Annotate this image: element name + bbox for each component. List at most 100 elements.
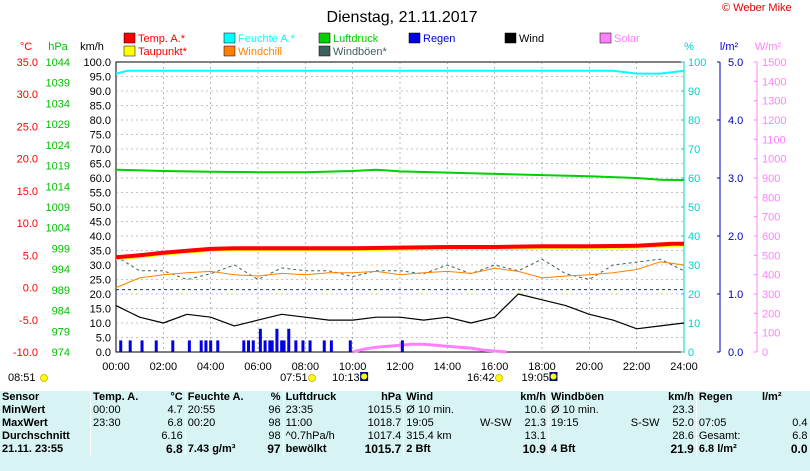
stats-cell: 19:15 [547, 417, 621, 430]
stats-cell: 98 [268, 430, 281, 442]
stats-cell: 20:55 [184, 404, 261, 417]
rain-tick-label: 5.0 [728, 57, 743, 69]
x-tick-label: 06:00 [244, 361, 272, 373]
stats-cell [754, 443, 783, 456]
x-tick-label: 02:00 [150, 361, 178, 373]
temp-tick-label: 10.0 [17, 218, 38, 230]
stats-cell: 1015.5 [367, 404, 402, 416]
pressure-tick-label: 1009 [46, 202, 70, 214]
stats-cell: 2 Bft [403, 443, 470, 456]
solar-tick-label: 500 [762, 250, 780, 262]
stats-row: 21.11. 23:55 6.8 7.43 g/m³ 97 bewölkt 1015.7 2… [0, 443, 810, 456]
pressure-tick-label: 989 [52, 285, 70, 297]
legend-swatch [408, 32, 421, 44]
humidity-tick-label: 40 [688, 231, 700, 243]
stats-cell: 98 [268, 417, 281, 429]
sun-icon [308, 374, 316, 382]
series-pressure [115, 168, 685, 182]
stats-cell: Ø 10 min. [403, 404, 470, 417]
rain-bar [294, 340, 298, 352]
humidity-tick-label: 50 [688, 202, 700, 214]
stats-row-label: Durchschnitt [2, 430, 70, 442]
wind-tick-label: 85.0 [90, 101, 111, 113]
stats-cell: S-SW [630, 417, 660, 429]
stats-cell: 97 [267, 442, 281, 456]
legend-label: Wind [519, 33, 544, 45]
legend-label: Temp. A.* [138, 33, 186, 45]
solar-tick-label: 900 [762, 173, 780, 185]
solar-tick-label: 1300 [762, 96, 786, 108]
pressure-tick-label: 1004 [46, 223, 70, 235]
x-tick-label: 14:00 [434, 361, 462, 373]
x-tick-label: 16:00 [481, 361, 509, 373]
event-time-label: 10:13 [332, 372, 360, 384]
stats-cell: bewölkt [282, 443, 353, 456]
solar-tick-label: 100 [762, 328, 780, 340]
statistics-table: Sensor Temp. A. °C Feuchte A.% Luftdruck hPa W… [0, 391, 810, 456]
axis-unit-temp: °C [20, 41, 32, 53]
temp-tick-label: 30.0 [17, 89, 38, 101]
chart-grid [115, 61, 685, 353]
sun-icon [495, 374, 503, 382]
pressure-tick-label: 979 [52, 326, 70, 338]
humidity-tick-label: 80 [688, 115, 700, 127]
stats-cell: 10.6 [524, 404, 546, 416]
solar-tick-label: 1200 [762, 115, 786, 127]
solar-tick-label: 1000 [762, 154, 786, 166]
chart-legend: Temp. A.* Feuchte A.* Luftdruck Regen Wind So… [123, 32, 640, 58]
solar-tick-label: 400 [762, 270, 780, 282]
stats-header-label: Feuchte A. [184, 391, 261, 404]
stats-cell: 23.3 [672, 404, 694, 416]
rain-bar [187, 340, 191, 352]
stats-cell [695, 404, 755, 417]
wind-tick-label: 20.0 [90, 289, 111, 301]
rain-bar [216, 340, 220, 352]
rain-bar [270, 340, 274, 352]
rain-tick-label: 1.0 [728, 289, 743, 301]
stats-header-unit: km/h [668, 391, 694, 403]
stats-cell [621, 430, 662, 443]
x-tick-label: 04:00 [197, 361, 225, 373]
wind-tick-label: 50.0 [90, 202, 111, 214]
axis-unit-rain: l/m² [720, 41, 739, 53]
wind-tick-label: 95.0 [90, 72, 111, 84]
sun-moon-events: 08:51 07:51 10:13 16:42 19:05 [8, 372, 558, 384]
temp-tick-label: 15.0 [17, 186, 38, 198]
moon-icon-glyph [550, 373, 557, 380]
humidity-tick-label: 70 [688, 144, 700, 156]
temp-tick-label: 5.0 [23, 250, 38, 262]
stats-cell: 1017.4 [367, 430, 402, 442]
rain-bar [242, 340, 246, 352]
rain-bar [119, 340, 123, 352]
legend-swatch [599, 32, 612, 44]
x-tick-label: 00:00 [102, 361, 130, 373]
humidity-tick-label: 90 [688, 86, 700, 98]
sun-icon [40, 374, 48, 382]
stats-cell: 4 Bft [547, 443, 621, 456]
series-humidity [115, 69, 685, 75]
rain-bar [128, 340, 132, 352]
rain-bar [348, 340, 352, 352]
stats-row-label: 21.11. 23:55 [2, 443, 64, 455]
chart-series [115, 69, 685, 354]
x-tick-label: 12:00 [386, 361, 414, 373]
credit-text: © Weber Mike [722, 2, 792, 14]
wind-tick-label: 55.0 [90, 188, 111, 200]
solar-tick-label: 700 [762, 212, 780, 224]
pressure-tick-label: 994 [52, 264, 70, 276]
pressure-tick-label: 1039 [46, 78, 70, 90]
stats-cell: 6.8 [166, 442, 183, 456]
stats-cell [90, 430, 153, 443]
solar-tick-label: 800 [762, 192, 780, 204]
pressure-tick-label: 984 [52, 306, 70, 318]
legend-label: Solar [614, 33, 640, 45]
pressure-tick-label: 1044 [46, 57, 70, 69]
legend-label: Windchill [238, 46, 282, 58]
stats-cell: 00:00 [90, 404, 153, 417]
series-temp [115, 241, 684, 260]
humidity-tick-label: 10 [688, 318, 700, 330]
temp-tick-label: 25.0 [17, 121, 38, 133]
wind-tick-label: 15.0 [90, 304, 111, 316]
stats-header-label: Luftdruck [282, 391, 353, 404]
weather-chart: Dienstag, 21.11.2017 Temp. A.* Feuchte A.… [8, 9, 786, 384]
